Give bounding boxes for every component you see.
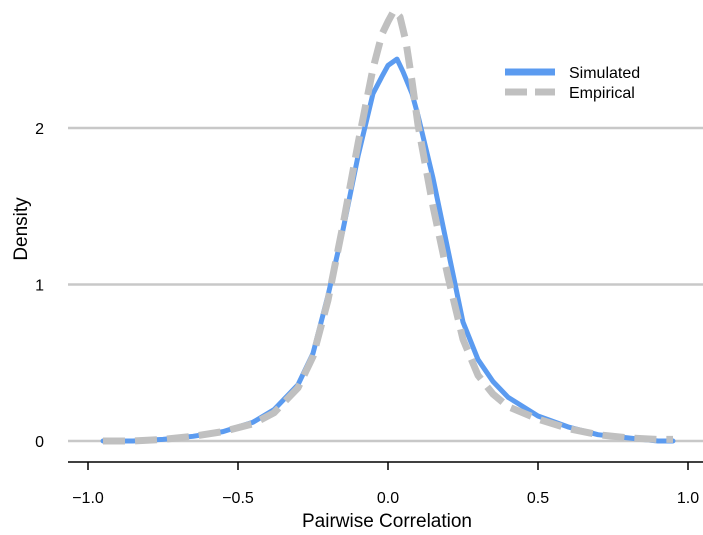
legend-label-empirical: Empirical [569,85,635,102]
legend: Simulated Empirical [505,65,640,102]
x-tick-label: −0.5 [222,490,254,507]
y-tick-label: 2 [35,121,44,138]
y-tick-label: 0 [35,434,44,451]
x-tick-label: −1.0 [72,490,104,507]
series-lines [100,7,676,445]
x-tick-label: 1.0 [677,490,699,507]
axes: −1.0 −0.5 0.0 0.5 1.0 0 1 2 [35,121,703,507]
gridlines [68,126,703,443]
series-line-simulated [100,56,676,444]
x-axis-label: Pairwise Correlation [302,511,472,532]
legend-label-simulated: Simulated [569,65,640,82]
x-tick-label: 0.0 [377,490,399,507]
x-tick-label: 0.5 [527,490,549,507]
y-tick-label: 1 [35,278,44,295]
y-axis-label: Density [11,197,32,261]
